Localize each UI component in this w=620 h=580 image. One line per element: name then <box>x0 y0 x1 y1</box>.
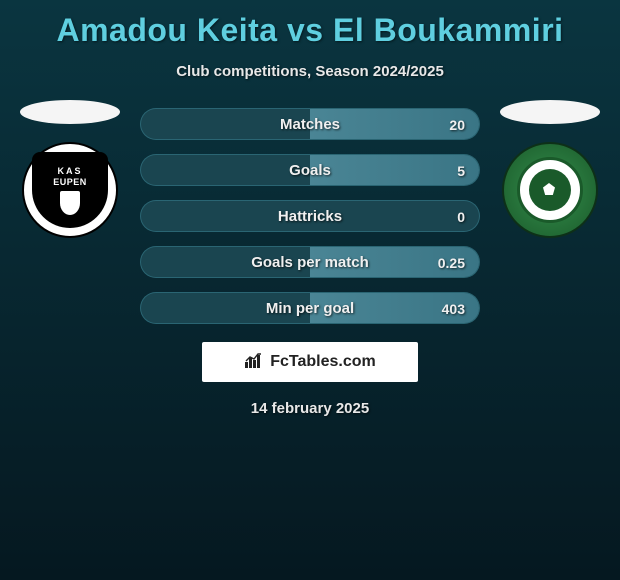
brand-badge[interactable]: FcTables.com <box>202 342 418 382</box>
eupen-crest-icon <box>60 191 80 215</box>
stat-value-right: 403 <box>442 293 465 324</box>
left-player-photo <box>20 100 120 124</box>
right-club-logo <box>502 142 598 238</box>
stat-value-right: 5 <box>457 155 465 186</box>
stat-row-goals-per-match: Goals per match 0.25 <box>140 246 480 278</box>
stat-label: Hattricks <box>141 201 479 232</box>
right-player-panel <box>490 100 610 238</box>
bar-chart-icon <box>244 352 264 373</box>
stat-label: Goals <box>141 155 479 186</box>
stat-value-right: 20 <box>449 109 465 140</box>
stat-label: Matches <box>141 109 479 140</box>
eupen-shield-icon: KAS EUPEN <box>32 152 108 228</box>
stat-row-goals: Goals 5 <box>140 154 480 186</box>
stat-row-min-per-goal: Min per goal 403 <box>140 292 480 324</box>
stat-label: Goals per match <box>141 247 479 278</box>
eupen-kas-text: KAS <box>57 166 82 176</box>
snapshot-date: 14 february 2025 <box>0 400 620 417</box>
page-title: Amadou Keita vs El Boukammiri <box>0 0 620 49</box>
lommel-ball-icon <box>529 169 571 211</box>
comparison-area: KAS EUPEN Matches 20 Goals 5 <box>0 108 620 417</box>
brand-text: FcTables.com <box>270 353 376 371</box>
stat-value-right: 0 <box>457 201 465 232</box>
stat-value-right: 0.25 <box>438 247 465 278</box>
eupen-name-text: EUPEN <box>53 177 87 187</box>
left-club-logo: KAS EUPEN <box>22 142 118 238</box>
stat-label: Min per goal <box>141 293 479 324</box>
left-player-panel: KAS EUPEN <box>10 100 130 238</box>
stat-row-hattricks: Hattricks 0 <box>140 200 480 232</box>
season-subtitle: Club competitions, Season 2024/2025 <box>0 63 620 80</box>
stats-container: Matches 20 Goals 5 Hattricks 0 Goals per… <box>140 108 480 324</box>
right-player-photo <box>500 100 600 124</box>
stat-row-matches: Matches 20 <box>140 108 480 140</box>
lommel-ring-icon <box>517 157 583 223</box>
